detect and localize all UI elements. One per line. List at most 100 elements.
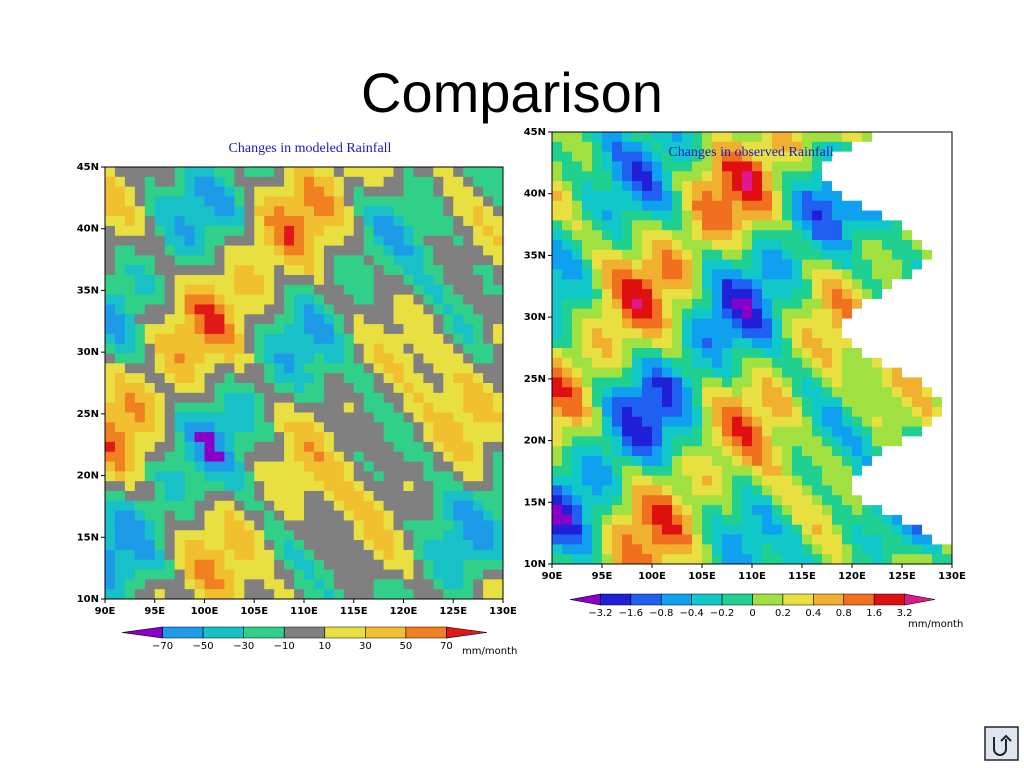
map-cell: [692, 495, 703, 506]
map-cell: [184, 265, 195, 276]
map-cell: [114, 284, 126, 296]
map-cell: [752, 387, 763, 398]
map-cell: [882, 456, 893, 467]
map-cell: [692, 534, 703, 545]
map-cell: [124, 383, 136, 394]
map-cell: [692, 485, 703, 496]
map-cell: [702, 240, 713, 251]
map-cell: [234, 225, 245, 237]
map-cell: [164, 589, 176, 600]
map-cell: [672, 132, 683, 143]
map-cell: [483, 422, 494, 433]
map-cell: [184, 441, 195, 453]
map-cell: [692, 200, 703, 211]
map-cell: [742, 141, 753, 153]
map-cell: [892, 524, 903, 535]
map-cell: [373, 225, 384, 237]
nav-button-icon[interactable]: [993, 734, 1012, 756]
map-cell: [274, 294, 285, 305]
map-cell: [602, 348, 613, 359]
map-cell: [752, 446, 763, 457]
map-cell: [742, 269, 753, 280]
lon-label: 95E: [592, 571, 613, 582]
map-cell: [742, 524, 753, 535]
map-cell: [902, 269, 913, 280]
map-cell: [483, 314, 494, 325]
map-cell: [164, 579, 176, 590]
map-cell: [762, 554, 773, 565]
map-cell: [134, 383, 146, 394]
map-cell: [194, 333, 205, 345]
map-cell: [214, 275, 225, 286]
map-cell: [872, 377, 883, 388]
map-cell: [862, 348, 873, 359]
map-cell: [592, 544, 603, 555]
map-cell: [383, 186, 394, 197]
map-cell: [463, 383, 474, 394]
map-cell: [373, 294, 384, 305]
map-cell: [313, 353, 325, 364]
map-cell: [572, 456, 583, 467]
map-cell: [453, 324, 464, 335]
map-cell: [862, 387, 873, 398]
map-cell: [822, 534, 833, 545]
map-cell: [822, 161, 833, 172]
map-cell: [194, 363, 205, 374]
lon-label: 90E: [95, 606, 116, 617]
map-cell: [782, 181, 793, 192]
map-cell: [154, 343, 166, 354]
map-cell: [363, 245, 375, 256]
map-cell: [313, 422, 325, 433]
map-cell: [343, 196, 355, 207]
map-cell: [383, 559, 394, 570]
map-cell: [622, 514, 633, 526]
map-cell: [483, 363, 494, 374]
map-cell: [752, 348, 763, 359]
map-cell: [114, 225, 126, 237]
map-cell: [234, 265, 245, 276]
map-cell: [932, 446, 943, 457]
map-cell: [393, 491, 404, 502]
nav-button[interactable]: [984, 726, 1019, 761]
map-cell: [493, 579, 504, 590]
map-cell: [134, 392, 146, 404]
map-cell: [812, 505, 823, 516]
map-cell: [483, 196, 494, 207]
map-cell: [712, 456, 723, 467]
map-cell: [423, 392, 434, 404]
map-cell: [224, 373, 235, 384]
map-cell: [144, 186, 156, 197]
map-cell: [942, 269, 953, 280]
map-cell: [612, 485, 623, 496]
map-cell: [752, 210, 763, 221]
lat-label: 25N: [524, 374, 546, 385]
map-cell: [244, 392, 255, 404]
map-cell: [872, 328, 883, 339]
map-cell: [942, 505, 953, 516]
map-cell: [872, 524, 883, 535]
map-cell: [672, 348, 683, 359]
map-cell: [852, 318, 863, 329]
map-cell: [343, 481, 355, 492]
map-cell: [562, 210, 573, 221]
map-cell: [463, 225, 474, 237]
map-cell: [294, 225, 305, 237]
map-cell: [652, 554, 663, 565]
map-cell: [682, 132, 693, 143]
map-cell: [313, 451, 325, 462]
map-cell: [632, 289, 643, 300]
map-cell: [612, 308, 623, 319]
map-cell: [702, 298, 713, 310]
map-cell: [313, 589, 325, 600]
map-cell: [483, 412, 494, 423]
map-cell: [862, 514, 873, 526]
map-cell: [802, 181, 813, 192]
map-cell: [343, 491, 355, 502]
map-cell: [572, 289, 583, 300]
map-cell: [692, 220, 703, 231]
map-cell: [433, 422, 444, 433]
map-cell: [105, 402, 116, 413]
map-cell: [323, 500, 335, 512]
map-cell: [732, 141, 743, 153]
map-cell: [443, 510, 454, 521]
